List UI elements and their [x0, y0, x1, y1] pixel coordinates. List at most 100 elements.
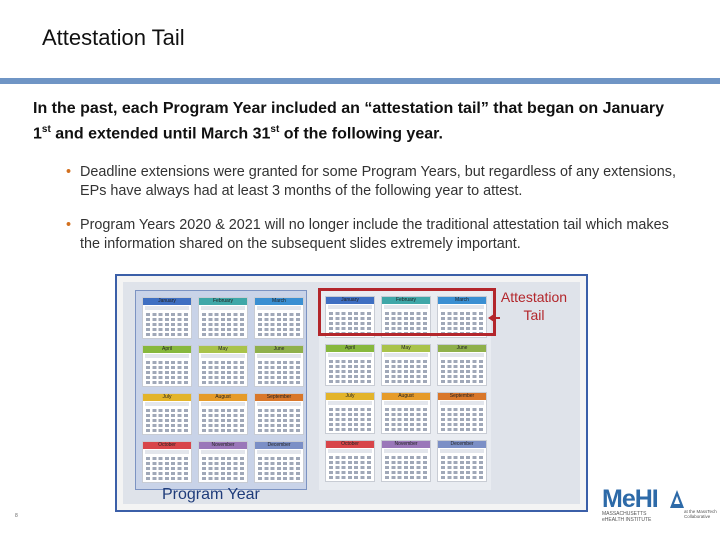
month-calendar: November: [198, 441, 248, 483]
day-grid: [329, 407, 371, 431]
weekday-header: [384, 353, 428, 357]
weekday-header: [145, 450, 189, 454]
month-calendar: June: [437, 344, 487, 386]
intro-text-2: and extended until March 31: [51, 125, 271, 142]
attestation-tail-label: Attestation Tail: [499, 288, 569, 324]
month-calendar: December: [437, 440, 487, 482]
month-calendar: July: [142, 393, 192, 435]
arrow-icon: [488, 312, 502, 324]
logo-subtitle: MASSACHUSETTS eHEALTH INSTITUTE: [602, 511, 651, 523]
weekday-header: [201, 402, 245, 406]
day-grid: [385, 455, 427, 479]
weekday-header: [328, 401, 372, 405]
day-grid: [258, 312, 300, 336]
month-calendar: June: [254, 345, 304, 387]
slide-title: Attestation Tail: [42, 25, 185, 51]
weekday-header: [145, 354, 189, 358]
bullet-item: • Deadline extensions were granted for s…: [66, 163, 686, 201]
weekday-header: [440, 449, 484, 453]
weekday-header: [201, 450, 245, 454]
month-calendar: February: [198, 297, 248, 339]
month-name: November: [199, 442, 247, 449]
weekday-header: [440, 401, 484, 405]
month-name: October: [143, 442, 191, 449]
month-calendar: September: [437, 392, 487, 434]
month-name: August: [199, 394, 247, 401]
bullet-text: Deadline extensions were granted for som…: [80, 164, 676, 199]
day-grid: [441, 455, 483, 479]
month-name: December: [255, 442, 303, 449]
weekday-header: [384, 401, 428, 405]
day-grid: [258, 456, 300, 480]
weekday-header: [257, 402, 301, 406]
month-name: April: [143, 346, 191, 353]
bullet-marker: •: [66, 163, 71, 182]
day-grid: [385, 359, 427, 383]
month-calendar: December: [254, 441, 304, 483]
month-calendar: April: [142, 345, 192, 387]
day-grid: [202, 408, 244, 432]
month-calendar: September: [254, 393, 304, 435]
attestation-tail-highlight: [318, 288, 496, 336]
month-name: March: [255, 298, 303, 305]
day-grid: [202, 312, 244, 336]
month-calendar: October: [325, 440, 375, 482]
month-calendar: October: [142, 441, 192, 483]
weekday-header: [328, 353, 372, 357]
month-calendar: January: [142, 297, 192, 339]
month-name: November: [382, 441, 430, 448]
weekday-header: [328, 449, 372, 453]
day-grid: [258, 408, 300, 432]
month-name: August: [382, 393, 430, 400]
month-calendar: August: [198, 393, 248, 435]
month-name: May: [199, 346, 247, 353]
month-name: July: [326, 393, 374, 400]
day-grid: [329, 455, 371, 479]
month-calendar: August: [381, 392, 431, 434]
bullet-text: Program Years 2020 & 2021 will no longer…: [80, 217, 669, 252]
mehi-logo: MeHI: [602, 485, 658, 514]
bullet-list: • Deadline extensions were granted for s…: [66, 163, 686, 269]
month-name: October: [326, 441, 374, 448]
day-grid: [202, 360, 244, 384]
month-calendar: May: [381, 344, 431, 386]
bullet-marker: •: [66, 216, 71, 235]
day-grid: [146, 312, 188, 336]
month-name: June: [438, 345, 486, 352]
day-grid: [441, 407, 483, 431]
month-name: September: [438, 393, 486, 400]
month-calendar: May: [198, 345, 248, 387]
intro-paragraph: In the past, each Program Year included …: [33, 98, 673, 144]
day-grid: [441, 359, 483, 383]
weekday-header: [145, 402, 189, 406]
program-year-label: Program Year: [162, 486, 260, 504]
partner-caption: at the MassTech Collaborative: [684, 509, 717, 519]
month-name: July: [143, 394, 191, 401]
masstech-logo-icon: [670, 490, 684, 508]
month-name: January: [143, 298, 191, 305]
month-calendar: April: [325, 344, 375, 386]
day-grid: [146, 360, 188, 384]
partner-caption-line: Collaborative: [684, 514, 717, 519]
month-calendar: July: [325, 392, 375, 434]
month-calendar: March: [254, 297, 304, 339]
month-name: April: [326, 345, 374, 352]
weekday-header: [440, 353, 484, 357]
day-grid: [146, 456, 188, 480]
month-name: May: [382, 345, 430, 352]
day-grid: [329, 359, 371, 383]
bullet-item: • Program Years 2020 & 2021 will no long…: [66, 216, 686, 254]
title-divider: [0, 78, 720, 84]
month-name: December: [438, 441, 486, 448]
intro-text-3: of the following year.: [279, 125, 443, 142]
day-grid: [258, 360, 300, 384]
day-grid: [385, 407, 427, 431]
month-name: September: [255, 394, 303, 401]
month-name: February: [199, 298, 247, 305]
logo-subtitle-line: eHEALTH INSTITUTE: [602, 517, 651, 523]
slide-number: 8: [15, 513, 18, 519]
weekday-header: [201, 354, 245, 358]
weekday-header: [257, 306, 301, 310]
month-name: June: [255, 346, 303, 353]
weekday-header: [257, 354, 301, 358]
